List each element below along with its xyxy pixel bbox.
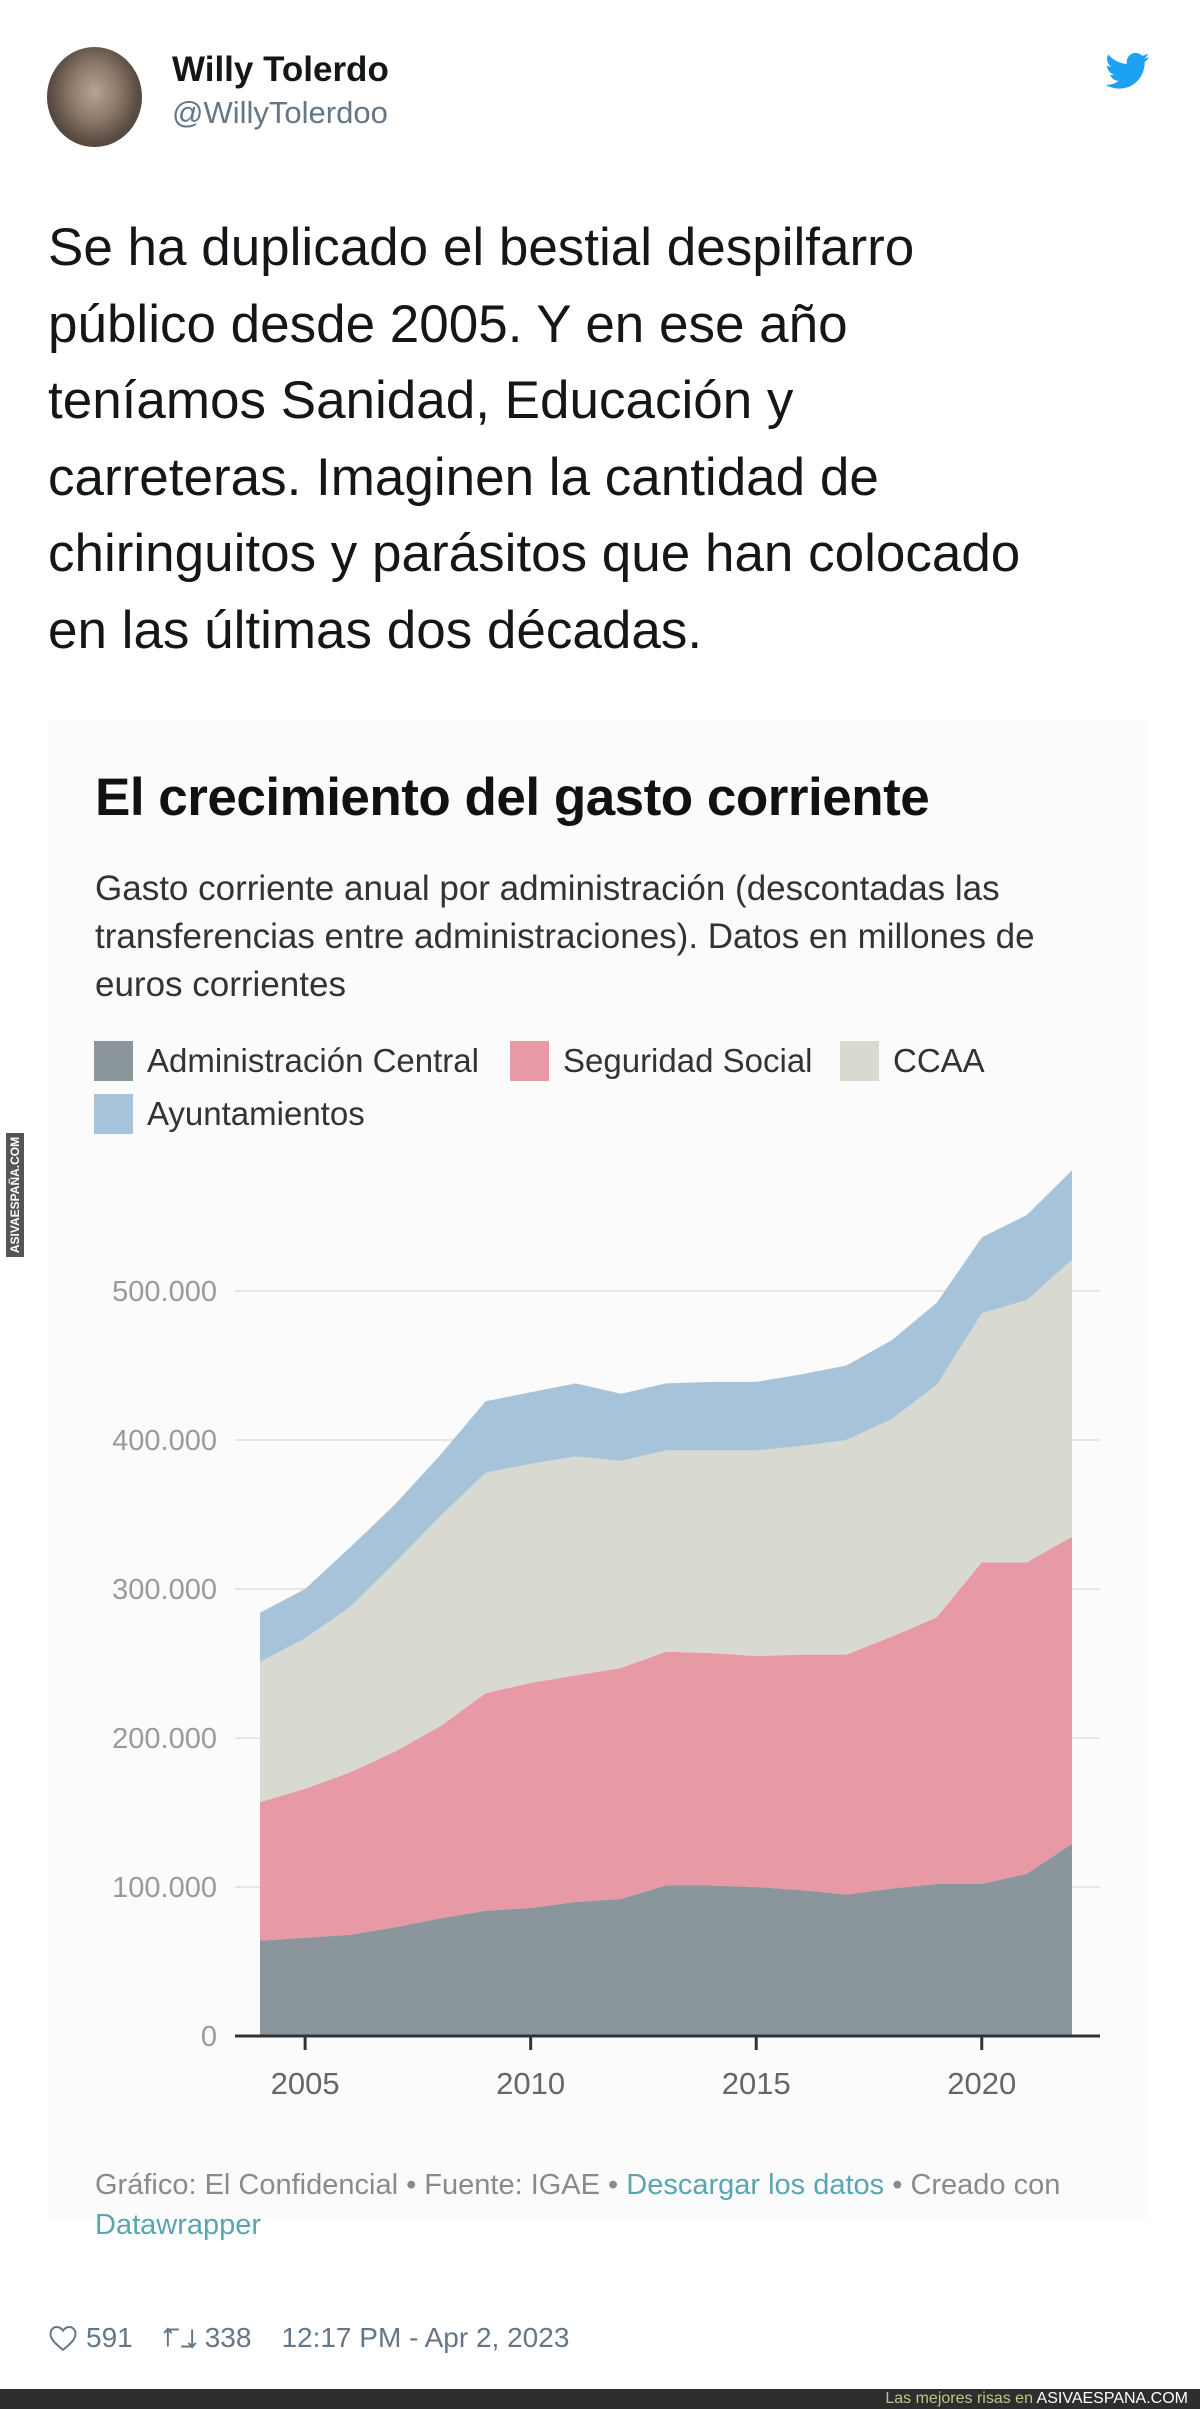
- tweet-text: Se ha duplicado el bestial despilfarro p…: [48, 210, 1168, 669]
- tweet-text-line: público desde 2005. Y en ese año: [48, 294, 848, 354]
- watermark-text[interactable]: Las mejores risas en ASIVAESPANA.COM: [885, 2390, 1188, 2408]
- x-tick-label: 2010: [496, 2066, 565, 2101]
- chart-title: El crecimiento del gasto corriente: [95, 768, 930, 827]
- side-watermark-text: ASIVAESPAÑA.COM: [8, 1136, 22, 1254]
- y-tick-label: 100.000: [112, 1872, 217, 1904]
- tweet-stats: 591 338 12:17 PM - Apr 2, 2023: [48, 2322, 569, 2354]
- retweet-icon: [163, 2327, 197, 2349]
- area-ayuntamientos: [260, 1170, 1072, 1662]
- legend-item-ccaa: CCAA: [840, 1041, 985, 1081]
- like-count: 591: [86, 2322, 133, 2353]
- tweet-timestamp[interactable]: 12:17 PM - Apr 2, 2023: [281, 2322, 570, 2353]
- user-handle[interactable]: @WillyTolerdoo: [172, 95, 388, 130]
- watermark-site: ASIVAESPANA.COM: [1036, 2390, 1188, 2407]
- like-button[interactable]: 591: [48, 2322, 133, 2354]
- legend-label: Administración Central: [147, 1042, 479, 1079]
- x-tick-label: 2015: [722, 2066, 791, 2101]
- area-ccaa: [260, 1259, 1072, 1803]
- legend-swatch: [510, 1041, 549, 1081]
- legend-swatch: [840, 1041, 879, 1081]
- tweet-text-line: teníamos Sanidad, Educación y: [48, 371, 794, 430]
- chart-credits: Gráfico: El Confidencial • Fuente: IGAE …: [95, 2165, 1135, 2245]
- retweet-button[interactable]: 338: [163, 2322, 252, 2354]
- area-seguridad-social: [260, 1536, 1072, 1941]
- y-tick-label: 300.000: [112, 1574, 217, 1606]
- x-tick-label: 2005: [271, 2066, 340, 2101]
- tweet-text-line: Se ha duplicado el bestial despilfarro: [48, 218, 915, 277]
- credits-text: Gráfico: El Confidencial • Fuente: IGAE …: [95, 2169, 627, 2201]
- avatar[interactable]: [47, 47, 142, 147]
- legend-label: Seguridad Social: [563, 1042, 813, 1079]
- twitter-bird-icon[interactable]: [1105, 52, 1150, 90]
- legend-swatch: [94, 1094, 133, 1134]
- side-watermark: ASIVAESPAÑA.COM: [6, 1133, 24, 1257]
- tweet-text-line: chiringuitos y parásitos que han colocad…: [48, 524, 1021, 583]
- watermark-bar: [0, 2389, 1200, 2409]
- legend-item-seguridad-social: Seguridad Social: [510, 1041, 813, 1081]
- tweet-text-line: carreteras. Imaginen la cantidad de: [48, 447, 879, 507]
- y-tick-label: 500.000: [112, 1276, 217, 1308]
- areas: [260, 1170, 1072, 2036]
- y-tick-label: 200.000: [112, 1723, 217, 1755]
- legend-item-ayuntamientos: Ayuntamientos: [94, 1094, 365, 1134]
- credits-text: • Creado con: [884, 2169, 1061, 2201]
- legend-item-administracion-central: Administración Central: [94, 1041, 479, 1081]
- tweet-text-line: en las últimas dos décadas.: [48, 600, 703, 660]
- axes: 0 100.000 200.000 300.000 400.000 500.000 2005…: [112, 1276, 1100, 2101]
- legend-label: CCAA: [893, 1042, 985, 1079]
- x-tick-label: 2020: [947, 2066, 1016, 2101]
- chart-subtitle: Gasto corriente anual por administración…: [95, 869, 1035, 1004]
- legend-label: Ayuntamientos: [147, 1095, 365, 1132]
- download-data-link[interactable]: Descargar los datos: [626, 2169, 885, 2201]
- retweet-count: 338: [204, 2322, 252, 2353]
- watermark-prefix: Las mejores risas en: [885, 2390, 1037, 2407]
- legend-swatch: [94, 1041, 133, 1081]
- y-tick-label: 400.000: [112, 1425, 217, 1457]
- display-name[interactable]: Willy Tolerdo: [172, 50, 389, 89]
- area-administraci-n-central: [260, 1843, 1072, 2036]
- y-tick-label: 0: [201, 2021, 217, 2053]
- heart-icon: [49, 2325, 77, 2352]
- datawrapper-link[interactable]: Datawrapper: [95, 2209, 262, 2241]
